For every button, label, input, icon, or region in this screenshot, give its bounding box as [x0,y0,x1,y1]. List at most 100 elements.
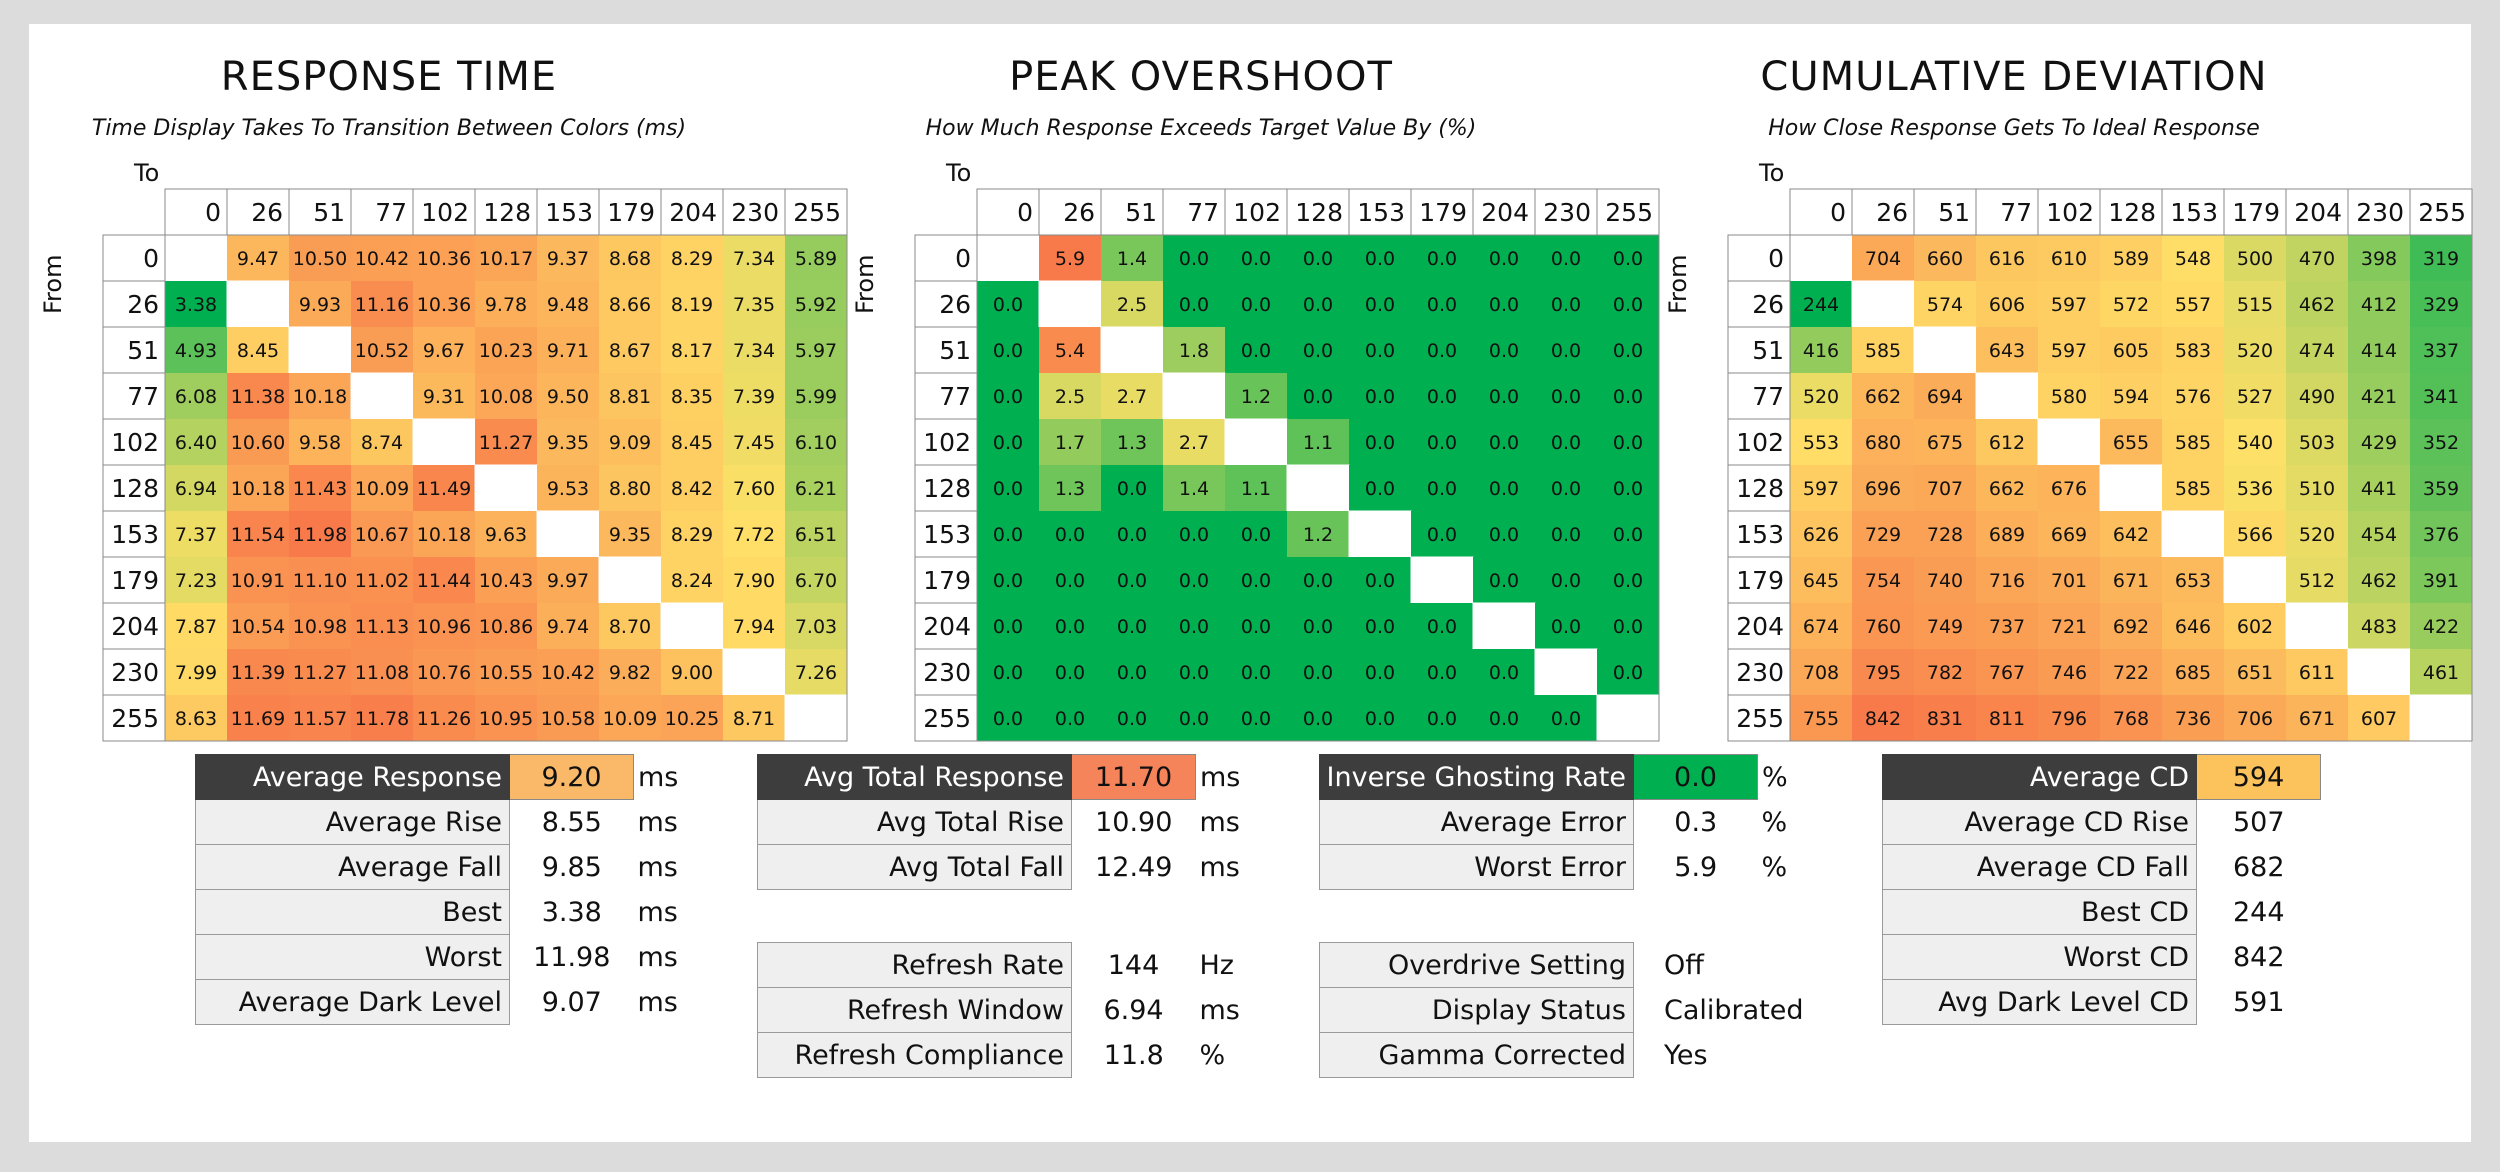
matrix-cell [1535,419,1597,465]
matrix-value: 0.0 [1117,662,1147,684]
matrix-value: 8.19 [671,294,713,316]
row-header-cell [1727,418,1791,466]
matrix-value: 0.0 [1613,432,1643,454]
matrix-value: 651 [2237,662,2273,684]
matrix-cell [1914,235,1976,281]
matrix-value: 9.48 [547,294,589,316]
matrix-value: 7.94 [733,616,775,638]
matrix-value: 831 [1927,708,1963,730]
row-header-label: 179 [1736,566,1784,595]
matrix-cell [2348,327,2410,373]
matrix-cell [661,419,723,465]
stat-value-highlight: 594 [2196,754,2321,800]
matrix-cell [165,281,227,327]
matrix-cell [2100,603,2162,649]
matrix-value: 6.70 [795,570,837,592]
stat-row: Refresh Window 6.94 ms [757,987,1256,1033]
matrix-cell [1349,695,1411,741]
matrix-cell [227,373,289,419]
matrix-cell [2224,695,2286,741]
matrix-value: 10.42 [355,248,409,270]
matrix-value: 708 [1803,662,1839,684]
matrix-cell [2410,373,2472,419]
matrix-cell [475,419,537,465]
row-header-label: 230 [111,658,159,687]
matrix-cell [1225,603,1287,649]
matrix-cell [412,418,476,466]
matrix-cell [413,373,475,419]
matrix-cell [1473,281,1535,327]
matrix-value: 2.5 [1117,294,1147,316]
matrix-cell [413,557,475,603]
stat-value: 5.9 [1674,851,1718,883]
matrix-value: 500 [2237,248,2273,270]
matrix-value: 422 [2423,616,2459,638]
panel-subtitle: Time Display Takes To Transition Between… [91,116,687,141]
matrix-cell [2348,603,2410,649]
stat-label: Average Dark Level [195,979,510,1025]
cd-stats-table: Average CD 594 Average CD Rise 507 Avera… [1882,754,2321,1025]
stat-row: Average CD Fall 682 [1882,844,2321,890]
matrix-cell [475,603,537,649]
row-header-label: 153 [1736,520,1784,549]
matrix-cell [1349,557,1411,603]
matrix-cell [1287,511,1349,557]
matrix-cell [351,281,413,327]
matrix-cell [1225,465,1287,511]
matrix-value: 536 [2237,478,2273,500]
matrix-cell [1790,603,1852,649]
matrix-value: 597 [2051,294,2087,316]
matrix-cell [723,235,785,281]
matrix-cell [2286,235,2348,281]
matrix-cell [1349,235,1411,281]
matrix-cell [2038,373,2100,419]
matrix-value: 5.97 [795,340,837,362]
matrix-value: 0.0 [1365,294,1395,316]
stat-row: Avg Total Rise 10.90 ms [757,799,1256,845]
matrix-value: 553 [1803,432,1839,454]
matrix-value: 594 [2113,386,2149,408]
matrix-value: 520 [2299,524,2335,546]
matrix-cell [661,695,723,741]
setting-row: Overdrive Setting Off [1319,942,1805,988]
matrix-value: 7.26 [795,662,837,684]
matrix-value: 811 [1989,708,2025,730]
matrix-cell [1790,327,1852,373]
matrix-value: 9.58 [299,432,341,454]
matrix-cell [723,419,785,465]
matrix-cell [1976,281,2038,327]
matrix-value: 8.66 [609,294,651,316]
matrix-cell [2224,511,2286,557]
row-header-cell [1727,602,1791,650]
matrix-value: 512 [2299,570,2335,592]
matrix-cell [227,419,289,465]
matrix-cell [1597,511,1659,557]
column-header-label: 102 [2046,198,2094,227]
matrix-value: 0.0 [1427,616,1457,638]
matrix-value: 10.23 [479,340,533,362]
matrix-value: 585 [1865,340,1901,362]
matrix-value: 1.3 [1055,478,1085,500]
matrix-cell [1597,419,1659,465]
response-time-panel: RESPONSE TIME Time Display Takes To Tran… [29,24,848,742]
matrix-value: 616 [1989,248,2025,270]
matrix-value: 10.25 [665,708,719,730]
matrix-cell [1349,603,1411,649]
matrix-value: 706 [2237,708,2273,730]
column-header-label: 128 [483,198,531,227]
matrix-value: 626 [1803,524,1839,546]
column-header-cell [2409,188,2473,236]
matrix-value: 8.35 [671,386,713,408]
matrix-value: 9.35 [547,432,589,454]
matrix-cell [1535,695,1597,741]
matrix-cell [2099,464,2163,512]
stat-value: 9.07 [541,986,602,1018]
matrix-cell [2224,327,2286,373]
row-header-cell [914,464,978,512]
matrix-value: 767 [1989,662,2025,684]
matrix-value: 0.0 [993,524,1023,546]
matrix-cell [1163,465,1225,511]
matrix-value: 10.17 [479,248,533,270]
matrix-value: 11.16 [355,294,409,316]
matrix-value: 4.93 [175,340,217,362]
